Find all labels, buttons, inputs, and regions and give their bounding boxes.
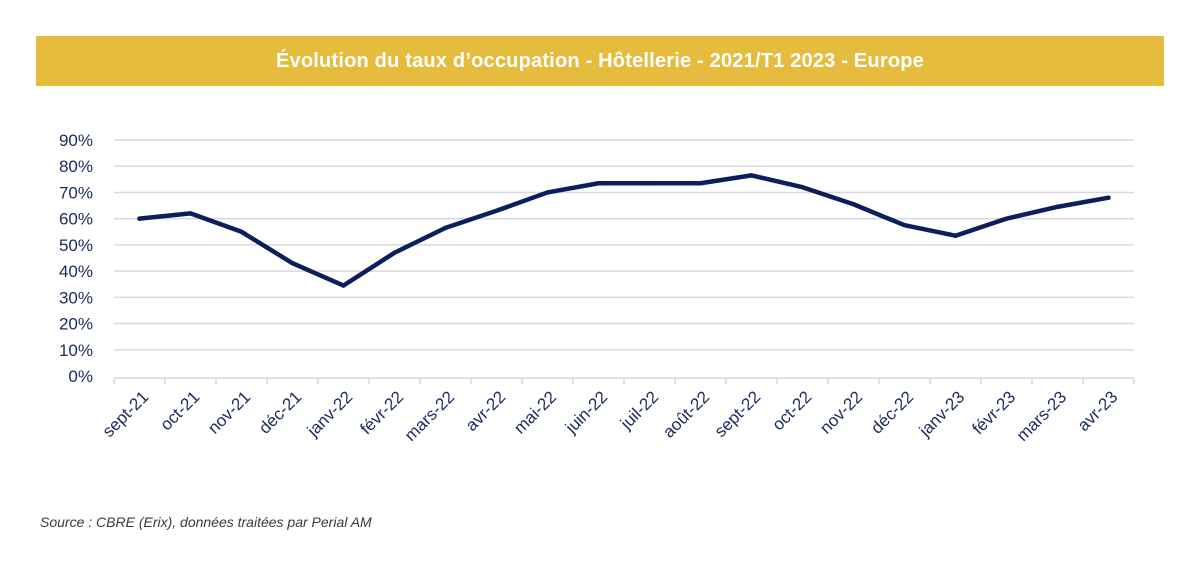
data-point	[1106, 195, 1111, 200]
data-point	[1004, 216, 1009, 221]
y-tick-label: 70%	[59, 183, 93, 202]
x-tick-label: oct-21	[156, 387, 203, 434]
x-tick-label: sept-22	[711, 387, 765, 441]
x-tick-label: sept-21	[99, 387, 153, 441]
y-tick-label: 60%	[59, 210, 93, 229]
data-point	[851, 202, 856, 207]
data-point	[341, 283, 346, 288]
x-tick-label: déc-21	[255, 387, 305, 437]
data-point	[953, 233, 958, 238]
title-banner: Évolution du taux d’occupation - Hôtelle…	[36, 36, 1164, 86]
data-point	[392, 250, 397, 255]
y-tick-label: 40%	[59, 262, 93, 281]
y-axis-ticks: 0% 10% 20% 30% 40% 50% 60% 70% 80% 90%	[59, 131, 93, 386]
source-note: Source : CBRE (Erix), données traitées p…	[40, 514, 372, 530]
x-tick-label: mai-22	[510, 387, 560, 437]
series-line	[137, 173, 1111, 288]
data-point	[800, 185, 805, 190]
y-tick-label: 50%	[59, 236, 93, 255]
data-point	[137, 216, 142, 221]
x-tick-label: août-22	[659, 387, 713, 441]
y-tick-label: 10%	[59, 341, 93, 360]
x-tick-label: févr-23	[968, 387, 1019, 438]
data-point	[902, 223, 907, 228]
x-tick-label: mars-22	[401, 387, 459, 445]
y-tick-label: 80%	[59, 157, 93, 176]
chart-title: Évolution du taux d’occupation - Hôtelle…	[276, 49, 924, 72]
x-tick-label: mars-23	[1013, 387, 1071, 445]
x-tick-label: nov-21	[204, 387, 254, 437]
data-point	[239, 229, 244, 234]
data-point	[749, 173, 754, 178]
x-axis	[113, 377, 1135, 384]
data-point	[443, 225, 448, 231]
x-tick-label: avr-22	[462, 387, 510, 435]
x-tick-label: nov-22	[816, 387, 866, 437]
x-tick-label: oct-22	[768, 387, 815, 434]
data-point	[596, 181, 601, 186]
series-layer	[137, 173, 1111, 288]
x-tick-label: déc-22	[867, 387, 917, 437]
x-tick-label: juin-22	[561, 387, 611, 437]
data-point	[1055, 204, 1060, 210]
gridlines	[114, 139, 1134, 351]
data-point	[494, 208, 499, 213]
data-point	[647, 181, 652, 186]
data-point	[188, 211, 193, 216]
x-tick-label: avr-23	[1074, 387, 1122, 435]
y-tick-label: 90%	[59, 131, 93, 150]
data-point	[290, 261, 295, 266]
x-tick-label: juil-22	[616, 387, 662, 433]
data-point	[698, 181, 703, 186]
y-tick-label: 30%	[59, 288, 93, 307]
y-tick-label: 0%	[68, 367, 93, 386]
x-tick-label: janv-22	[303, 387, 357, 441]
x-tick-label: janv-23	[915, 387, 969, 441]
y-tick-label: 20%	[59, 315, 93, 334]
x-tick-label: févr-22	[356, 387, 407, 438]
data-point	[545, 190, 550, 195]
